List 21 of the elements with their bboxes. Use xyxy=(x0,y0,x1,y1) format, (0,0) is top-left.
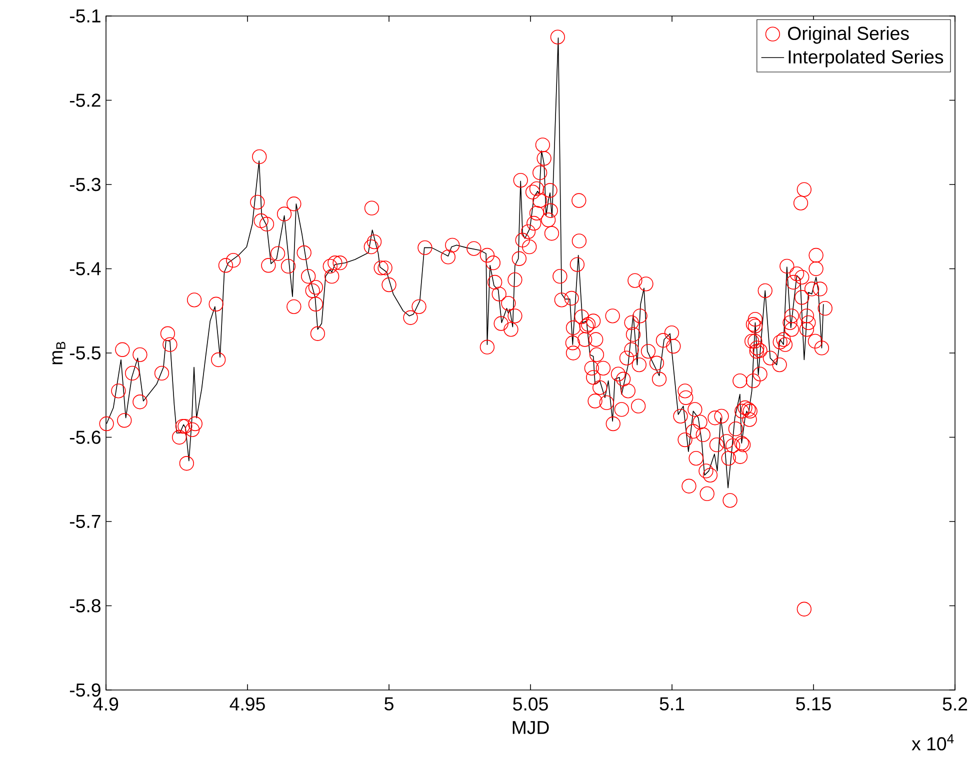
x-tick-label: 5.15 xyxy=(796,697,831,710)
legend-label: Interpolated Series xyxy=(788,50,944,68)
x-axis-title: MJD xyxy=(512,721,549,734)
x-tick-label: 5.05 xyxy=(513,697,548,711)
y-tick-label: -5.7 xyxy=(70,514,100,528)
legend-label: Original Series xyxy=(788,26,909,44)
x-tick-label: 5.2 xyxy=(942,697,968,711)
y-tick-label: -5.8 xyxy=(70,599,100,612)
y-axis-title: m$_{B}$ xyxy=(52,342,66,364)
x-tick-label: 5 xyxy=(384,697,394,710)
y-tick-label: -5.4 xyxy=(70,262,101,276)
x-tick-label: 4.95 xyxy=(230,697,265,711)
y-tick-label: -5.5 xyxy=(70,346,101,360)
x-tick-label: 5.1 xyxy=(660,697,684,710)
y-tick-label: -5.9 xyxy=(70,683,100,697)
x-tick-label: 4.9 xyxy=(93,697,118,711)
y-tick-label: -5.3 xyxy=(70,178,100,192)
y-tick-label: -5.1 xyxy=(70,9,100,23)
y-tick-label: -5.6 xyxy=(70,430,100,444)
y-tick-label: -5.2 xyxy=(70,94,100,107)
text: x 10$^{4}$ xyxy=(912,734,954,750)
